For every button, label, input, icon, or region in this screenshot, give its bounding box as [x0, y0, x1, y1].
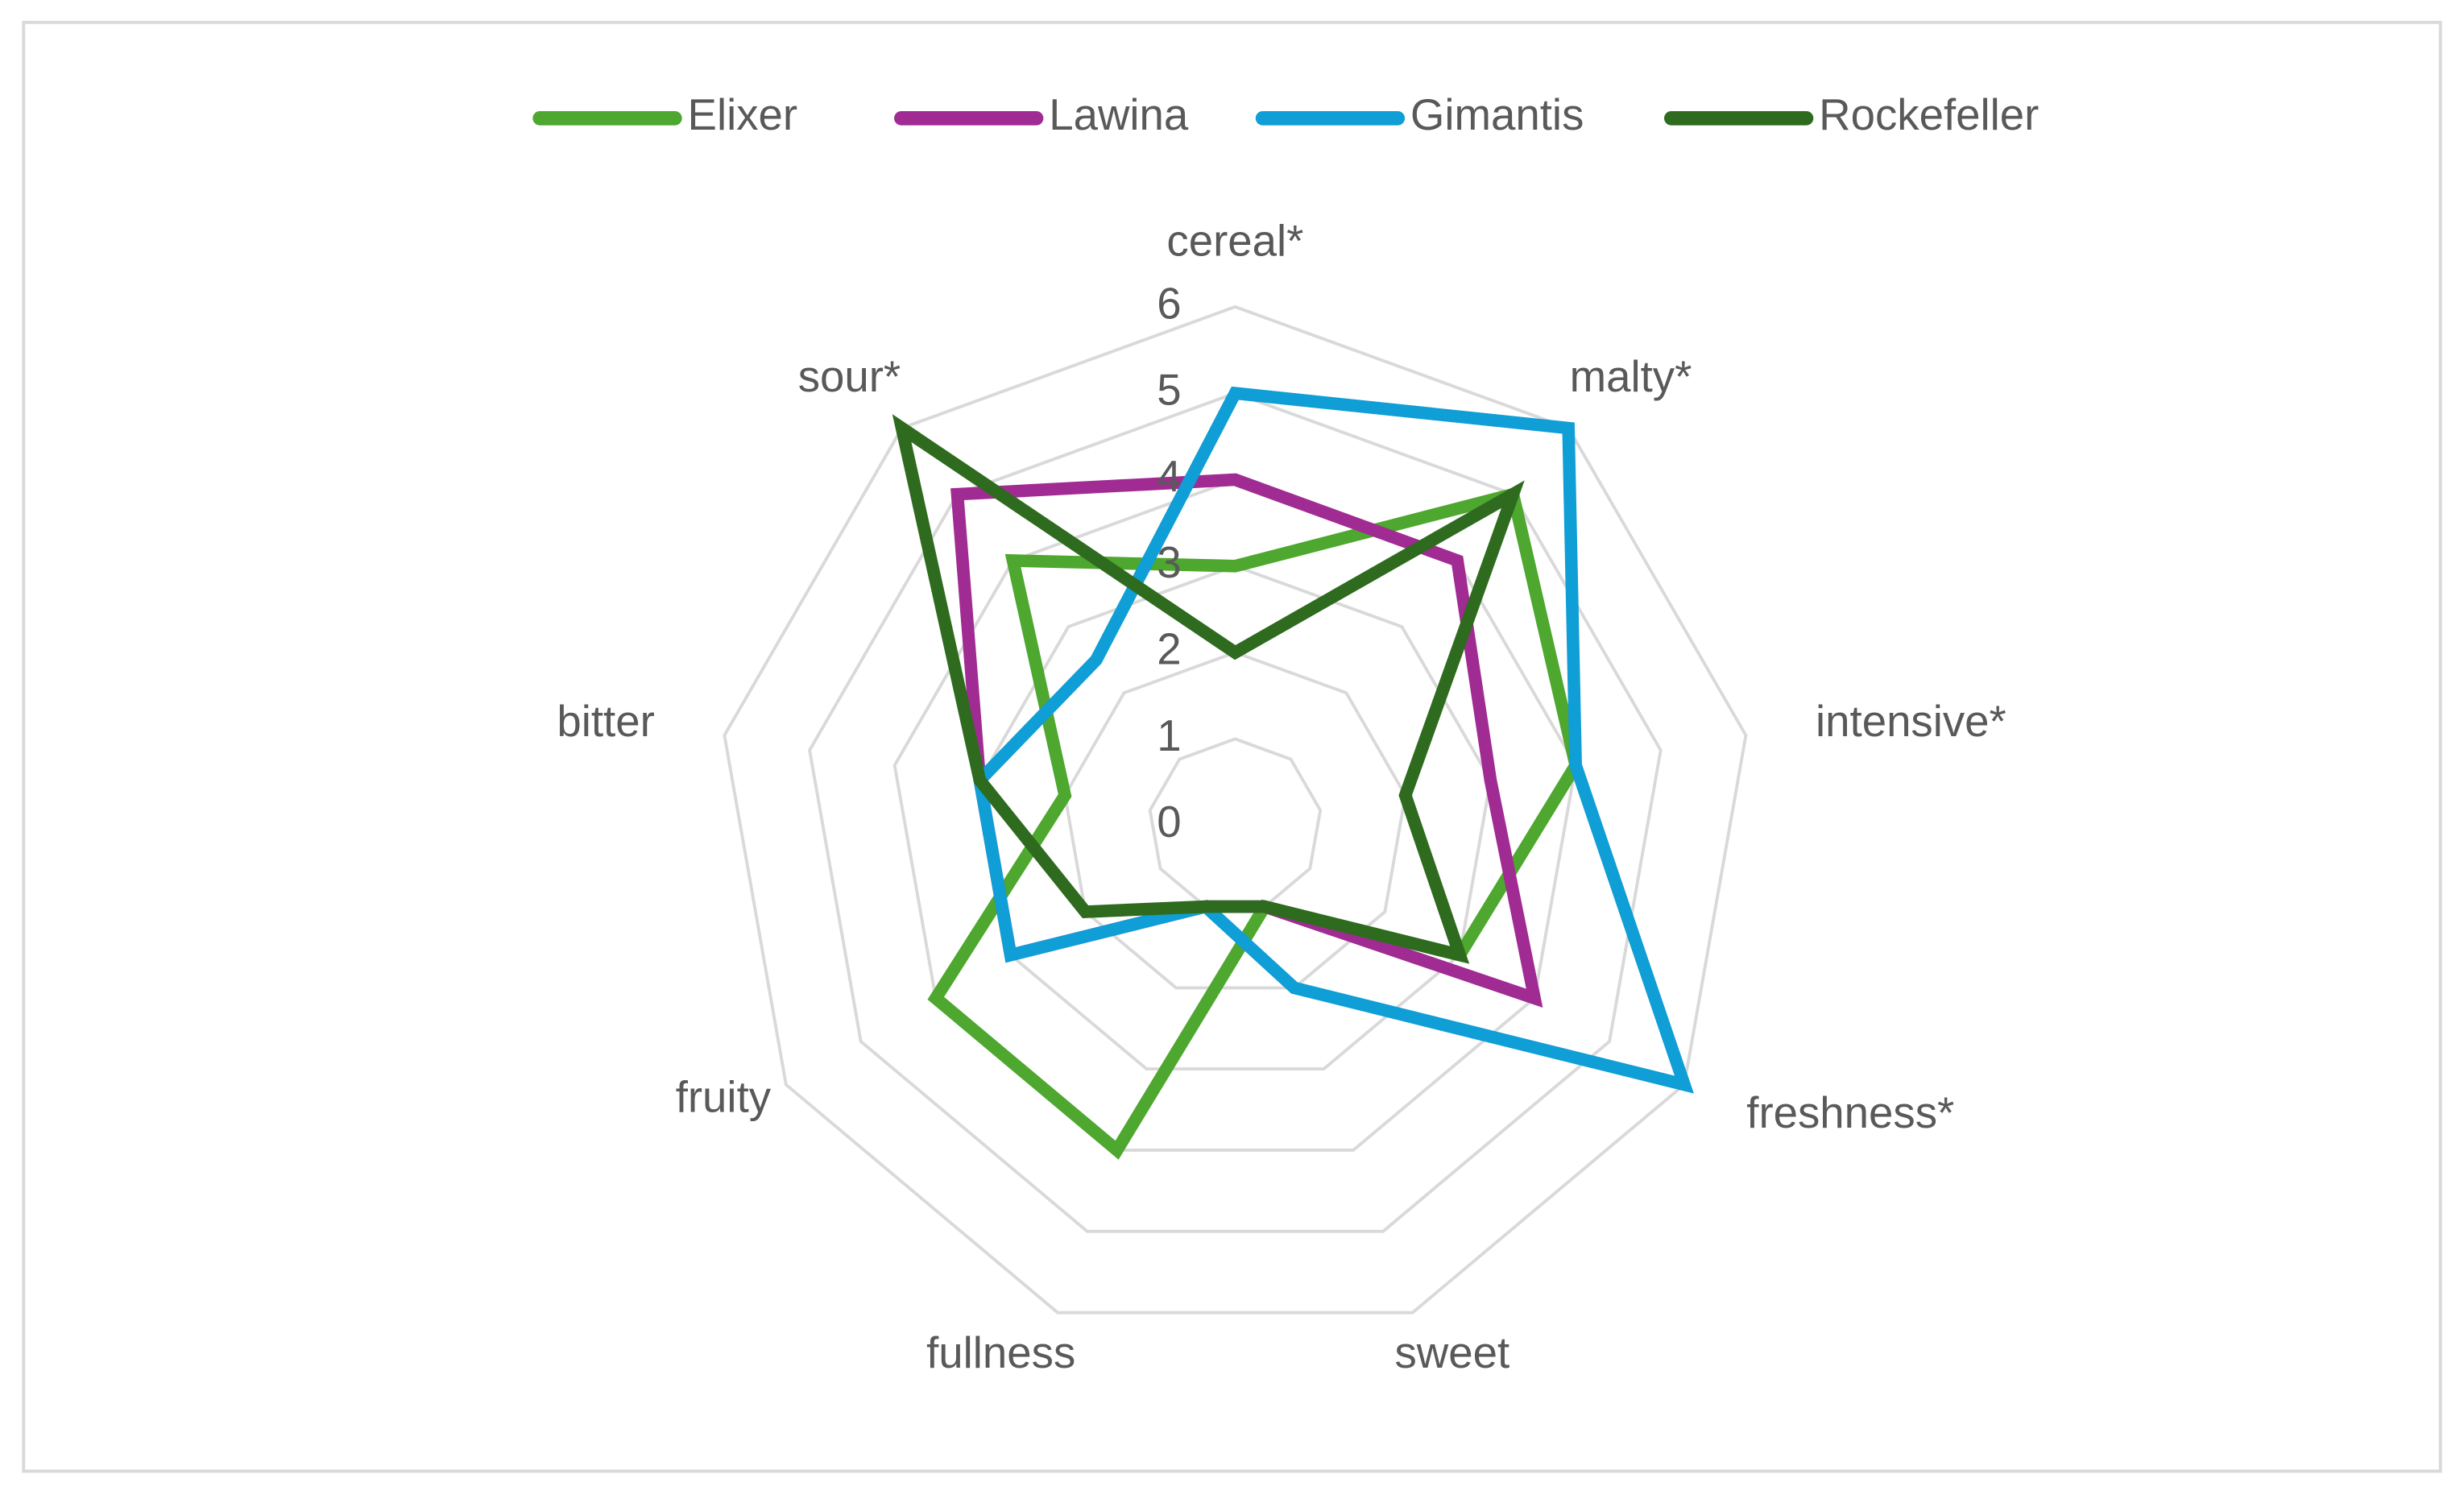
category-label: cereal* [1166, 216, 1303, 265]
grid-ring [808, 391, 1663, 1233]
legend-label: Lawina [1049, 90, 1189, 139]
series-line [927, 487, 1583, 1160]
grid-ring [978, 564, 1493, 1071]
r-tick-label: 4 [1157, 452, 1181, 501]
legend-label: Rockefeller [1819, 90, 2039, 139]
grid-ring [723, 304, 1748, 1315]
legend-label: Elixer [688, 90, 798, 139]
r-tick-label: 5 [1157, 366, 1181, 415]
category-label: sweet [1395, 1328, 1510, 1377]
category-label: sour* [798, 352, 901, 401]
series-line [892, 414, 1525, 964]
labels: 0 1 2 3 4 5 6 cereal* malty* intensive* freshness*… [557, 216, 2006, 1377]
category-label: intensive* [1816, 697, 2006, 746]
r-tick-label: 6 [1157, 279, 1181, 328]
legend-label: Gimantis [1410, 90, 1584, 139]
legend: Elixer Lawina Gimantis Rockefeller [532, 90, 2039, 139]
r-tick-label: 3 [1157, 538, 1181, 587]
category-label: fullness [926, 1328, 1075, 1377]
chart-border [22, 20, 2442, 1473]
category-label: freshness* [1746, 1088, 1954, 1137]
category-label: bitter [557, 697, 654, 746]
r-tick-label: 0 [1157, 797, 1181, 847]
grid-ring [1063, 651, 1407, 990]
r-tick-label: 2 [1157, 625, 1181, 674]
series-line [973, 386, 1694, 1094]
series [892, 386, 1694, 1160]
grid [723, 304, 1748, 1315]
r-tick-label: 1 [1157, 711, 1181, 760]
category-label: malty* [1570, 352, 1692, 401]
category-label: fruity [676, 1073, 772, 1122]
